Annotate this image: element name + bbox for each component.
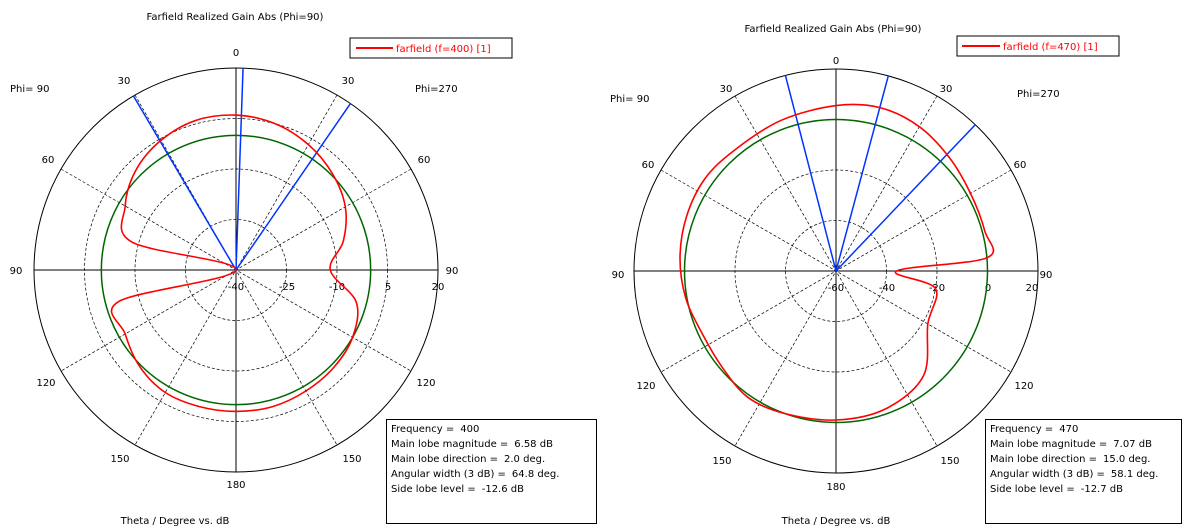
legend-box [349, 37, 513, 59]
angle-tick: 150 [940, 456, 959, 467]
info-direction-label: Main lobe direction = [391, 454, 499, 465]
info-width-value: 58.1 deg. [1110, 469, 1159, 480]
info-sidelobe-value: -12.6 dB [481, 484, 524, 495]
info-sidelobe-label: Side lobe level = [990, 484, 1075, 495]
gain-curve [110, 114, 359, 413]
info-frequency-value: 400 [460, 424, 480, 435]
info-width-value: 64.8 deg. [511, 469, 560, 480]
curves [100, 68, 372, 413]
legend-box [956, 35, 1120, 57]
phi-left-label: Phi= 90 [10, 84, 49, 95]
angle-tick: 150 [712, 456, 731, 467]
x-axis-label: Theta / Degree vs. dB [120, 516, 230, 527]
main-lobe-line [835, 75, 890, 272]
angle-tick: 120 [36, 378, 55, 389]
x-axis-label: Theta / Degree vs. dB [781, 516, 891, 527]
legend-label: farfield (f=470) [1] [1003, 42, 1098, 53]
beamwidth-line [835, 124, 976, 272]
main-lobe-line [235, 68, 244, 271]
polar-chart-left: Farfield Realized Gain Abs (Phi=90) farf… [10, 12, 513, 527]
info-sidelobe-value: -12.7 dB [1080, 484, 1123, 495]
info-magnitude-value: 7.07 dB [1113, 439, 1152, 450]
radial-tick: -60 [828, 283, 844, 294]
info-width-label: Angular width (3 dB) = [391, 469, 506, 480]
chart-title: Farfield Realized Gain Abs (Phi=90) [745, 24, 922, 35]
phi-left-label: Phi= 90 [610, 94, 649, 105]
legend-label: farfield (f=400) [1] [396, 44, 491, 55]
radial-tick: -20 [929, 283, 945, 294]
angle-tick: 30 [720, 84, 733, 95]
radial-tick: -40 [879, 283, 895, 294]
angle-tick: 60 [1014, 160, 1027, 171]
angle-tick: 60 [418, 155, 431, 166]
info-frequency-label: Frequency = [990, 424, 1054, 435]
info-direction-label: Main lobe direction = [990, 454, 1098, 465]
beamwidth-line [784, 75, 837, 272]
gain-curve [679, 103, 995, 421]
angle-tick: 90 [1040, 270, 1053, 281]
angle-tick: 150 [342, 454, 361, 465]
angle-tick: 120 [416, 378, 435, 389]
info-frequency-label: Frequency = [391, 424, 455, 435]
info-sidelobe-label: Side lobe level = [391, 484, 476, 495]
info-direction-value: 15.0 deg. [1103, 454, 1151, 465]
curves [679, 75, 995, 424]
radial-tick: 0 [985, 283, 991, 294]
radial-tick: -25 [279, 282, 295, 293]
info-width-label: Angular width (3 dB) = [990, 469, 1105, 480]
angle-tick: 30 [118, 76, 131, 87]
radial-tick: 5 [385, 282, 391, 293]
angle-tick: 0 [233, 48, 239, 59]
phi-right-label: Phi=270 [415, 84, 458, 95]
angle-tick: 0 [833, 56, 839, 67]
radial-tick: 20 [1026, 283, 1039, 294]
angle-tick: 90 [446, 266, 459, 277]
info-magnitude-label: Main lobe magnitude = [391, 439, 509, 450]
angle-tick: 180 [226, 480, 245, 491]
angle-tick: 60 [42, 155, 55, 166]
info-frequency-value: 470 [1059, 424, 1079, 435]
reference-circle [683, 118, 989, 424]
angle-tick: 180 [826, 482, 845, 493]
legend: farfield (f=400) [1] [349, 37, 513, 59]
angle-tick: 120 [636, 381, 655, 392]
beamwidth-line [132, 95, 237, 271]
info-direction-value: 2.0 deg. [504, 454, 546, 465]
info-magnitude-value: 6.58 dB [514, 439, 553, 450]
angle-tick: 60 [642, 160, 655, 171]
angle-tick: 90 [612, 270, 625, 281]
angle-tick: 120 [1014, 381, 1033, 392]
reference-circle [100, 134, 372, 406]
angle-tick: 90 [10, 266, 23, 277]
angle-tick: 150 [110, 454, 129, 465]
radial-tick: -40 [228, 282, 244, 293]
legend: farfield (f=470) [1] [956, 35, 1120, 57]
info-box: Frequency = 470 Main lobe magnitude = 7.07… [985, 419, 1182, 524]
info-magnitude-label: Main lobe magnitude = [990, 439, 1108, 450]
info-box: Frequency = 400 Main lobe magnitude = 6.58… [386, 419, 597, 524]
polar-chart-right: Farfield Realized Gain Abs (Phi=90) farf… [610, 24, 1120, 527]
angle-tick: 30 [342, 76, 355, 87]
polar-panel-right: Farfield Realized Gain Abs (Phi=90) farf… [600, 0, 1183, 527]
phi-right-label: Phi=270 [1017, 89, 1060, 100]
angle-tick: 30 [940, 84, 953, 95]
polar-panel-left: Farfield Realized Gain Abs (Phi=90) farf… [10, 12, 597, 527]
beamwidth-line [235, 103, 352, 271]
radial-tick: -10 [329, 282, 345, 293]
chart-title: Farfield Realized Gain Abs (Phi=90) [147, 12, 324, 23]
radial-tick: 20 [432, 282, 445, 293]
